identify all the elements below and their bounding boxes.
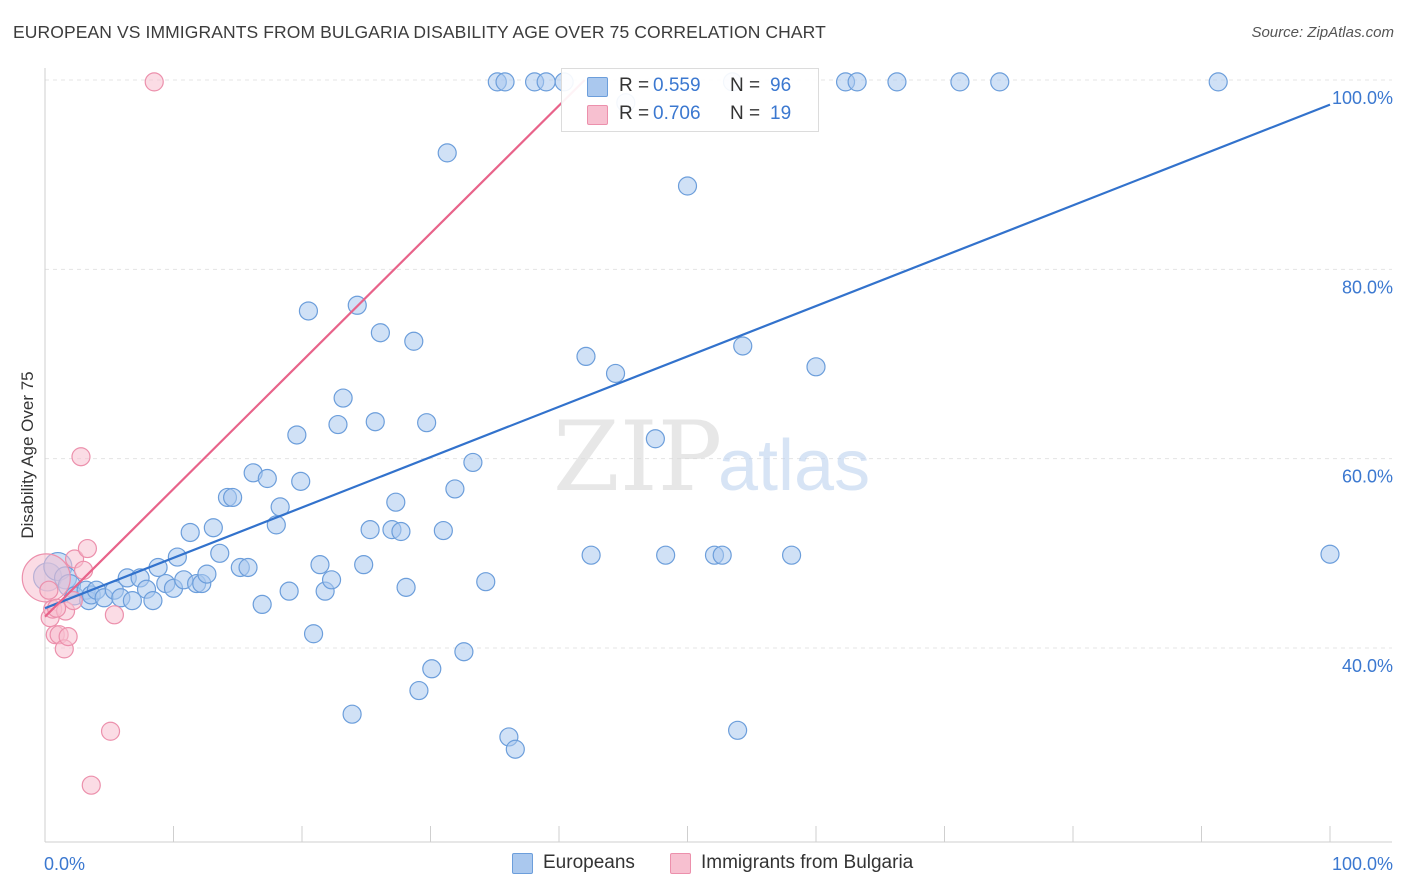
european-point (143, 591, 163, 611)
european-point (122, 591, 142, 611)
european-point (463, 452, 483, 473)
european-point (180, 522, 200, 543)
european-point (950, 72, 970, 92)
legend-r-value: 0.706 (653, 103, 701, 124)
legend-n-value: 19 (770, 103, 792, 124)
european-point (433, 520, 453, 541)
source-credit: Source: ZipAtlas.com (1251, 24, 1394, 41)
y-tick-label: 80.0% (1342, 277, 1393, 297)
legend-n-value: 96 (770, 75, 792, 96)
european-point (728, 720, 748, 740)
european-point (454, 642, 474, 662)
european-point (321, 570, 342, 590)
x-tick-label: 100.0% (1332, 854, 1393, 874)
bulgaria-point (73, 560, 94, 580)
european-point (887, 72, 907, 92)
bulgaria-point (100, 721, 121, 741)
european-point (354, 555, 374, 575)
european-point (417, 413, 437, 433)
european-point (781, 545, 802, 565)
bulgaria-point (144, 72, 164, 92)
x-tick-label: 0.0% (44, 854, 85, 874)
bulgaria-swatch (670, 853, 691, 874)
european-point (581, 545, 601, 565)
european-point (386, 492, 406, 512)
european-point (303, 624, 324, 644)
legend-n-label: N = (730, 75, 761, 96)
european-point (656, 545, 676, 565)
european-point (404, 331, 424, 351)
legend-r-label: R = (619, 103, 650, 124)
european-point (333, 388, 353, 408)
correlation-legend: R = 0.559 N = 96 R = 0.706 N = 19 (561, 68, 819, 132)
european-point (806, 357, 826, 377)
legend-swatch-pink (587, 105, 608, 125)
bulgaria-point (71, 447, 91, 467)
european-point (437, 143, 457, 163)
bulgaria-point (58, 626, 78, 647)
european-point (203, 518, 223, 538)
bulgaria-trend-line (44, 79, 586, 618)
european-point (197, 564, 217, 584)
european-point (328, 414, 348, 435)
european-point (342, 704, 362, 724)
european-point (505, 739, 525, 759)
european-point (391, 521, 411, 542)
legend-swatch-blue (587, 77, 608, 97)
european-point (576, 346, 596, 367)
european-point (310, 555, 330, 575)
europeans-swatch (512, 853, 533, 874)
european-point (287, 425, 307, 445)
y-tick-label: 60.0% (1342, 467, 1393, 487)
chart-title: EUROPEAN VS IMMIGRANTS FROM BULGARIA DIS… (13, 22, 826, 42)
european-point (422, 659, 442, 679)
european-point (1208, 72, 1228, 92)
european-point (409, 680, 429, 701)
european-point (238, 557, 258, 578)
y-tick-label: 40.0% (1342, 656, 1393, 676)
european-point (252, 594, 272, 615)
european-point (847, 72, 867, 92)
european-point (677, 176, 698, 196)
legend-n-label: N = (730, 103, 761, 124)
european-point (712, 545, 732, 565)
bulgaria-point (77, 538, 98, 559)
bulgaria-point (81, 775, 101, 795)
european-point (605, 363, 626, 384)
bulgaria-label: Immigrants from Bulgaria (701, 852, 914, 873)
legend-r-value: 0.559 (653, 75, 701, 96)
european-point (990, 72, 1010, 92)
european-point (536, 72, 556, 92)
european-point (476, 572, 496, 592)
european-point (291, 471, 311, 491)
watermark-atlas: atlas (718, 426, 870, 506)
european-point (733, 336, 753, 356)
bulgaria-point (104, 605, 124, 625)
european-point (645, 429, 665, 449)
european-point (210, 543, 230, 563)
european-point (1320, 544, 1340, 564)
european-point (257, 468, 277, 489)
european-point (360, 520, 380, 540)
watermark-zip: ZIP (553, 401, 722, 513)
europeans-trend-line (44, 103, 1331, 610)
bulgaria-point (39, 580, 59, 600)
legend-r-label: R = (619, 75, 650, 96)
y-tick-label: 100.0% (1332, 88, 1393, 108)
european-point (298, 301, 319, 321)
european-point (445, 479, 465, 499)
european-point (223, 487, 243, 508)
european-point (396, 577, 416, 597)
european-point (365, 412, 385, 432)
european-point (370, 323, 390, 343)
european-point (495, 72, 515, 92)
europeans-label: Europeans (543, 852, 635, 873)
european-point (279, 581, 299, 601)
